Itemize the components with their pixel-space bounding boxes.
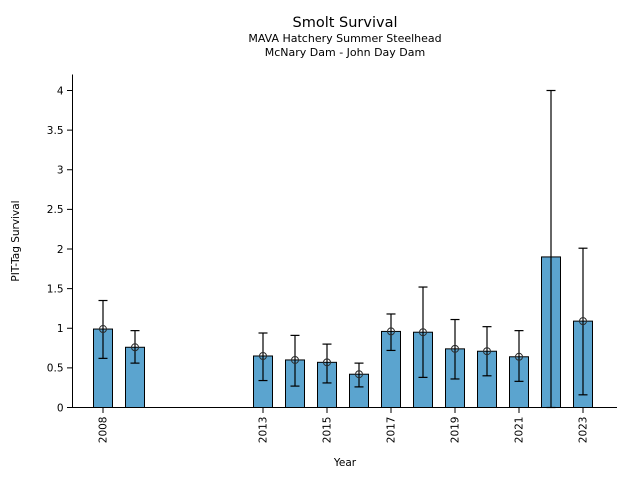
y-tick-label: 1	[57, 323, 64, 335]
y-tick-label: 2.5	[47, 204, 64, 216]
point-marker-2019	[451, 344, 459, 353]
point-marker-2021	[515, 352, 523, 361]
plot-area: 0 0.5 1 1.5 2 2.5 3 3.5 4 2008 2013 2015 2017 2019 202…	[47, 74, 617, 444]
y-tick-label: 0.5	[47, 363, 64, 375]
y-tick-label: 0	[57, 402, 64, 414]
point-marker-2008	[99, 325, 107, 334]
x-tick-label: 2023	[578, 417, 590, 444]
y-tick-label: 4	[57, 85, 64, 97]
point-marker-2013	[259, 351, 267, 360]
y-tick-label: 3.5	[47, 125, 64, 137]
y-axis-label: PIT-Tag Survival	[10, 200, 22, 281]
x-tick-label: 2019	[450, 417, 462, 444]
chart-title: Smolt Survival	[293, 15, 398, 31]
x-tick-label: 2008	[98, 417, 110, 444]
chart-subtitle-line2: McNary Dam - John Day Dam	[265, 46, 425, 59]
point-marker-2018	[419, 328, 427, 337]
y-tick-label: 2	[57, 244, 64, 256]
y-tick-label: 3	[57, 165, 64, 177]
x-tick-label: 2017	[386, 417, 398, 444]
point-marker-2009	[131, 343, 139, 352]
x-tick-label: 2013	[258, 417, 270, 444]
point-marker-2020	[483, 347, 491, 356]
point-marker-2015	[323, 358, 331, 367]
x-axis-label: Year	[333, 457, 357, 469]
x-tick-label: 2021	[514, 417, 526, 444]
point-marker-2023	[579, 317, 587, 326]
x-tick-label: 2015	[322, 417, 334, 444]
point-marker-2014	[291, 355, 299, 364]
point-marker-2017	[387, 327, 395, 336]
point-marker-2016	[355, 370, 363, 379]
y-tick-label: 1.5	[47, 283, 64, 295]
chart-subtitle-line1: MAVA Hatchery Summer Steelhead	[248, 32, 441, 45]
